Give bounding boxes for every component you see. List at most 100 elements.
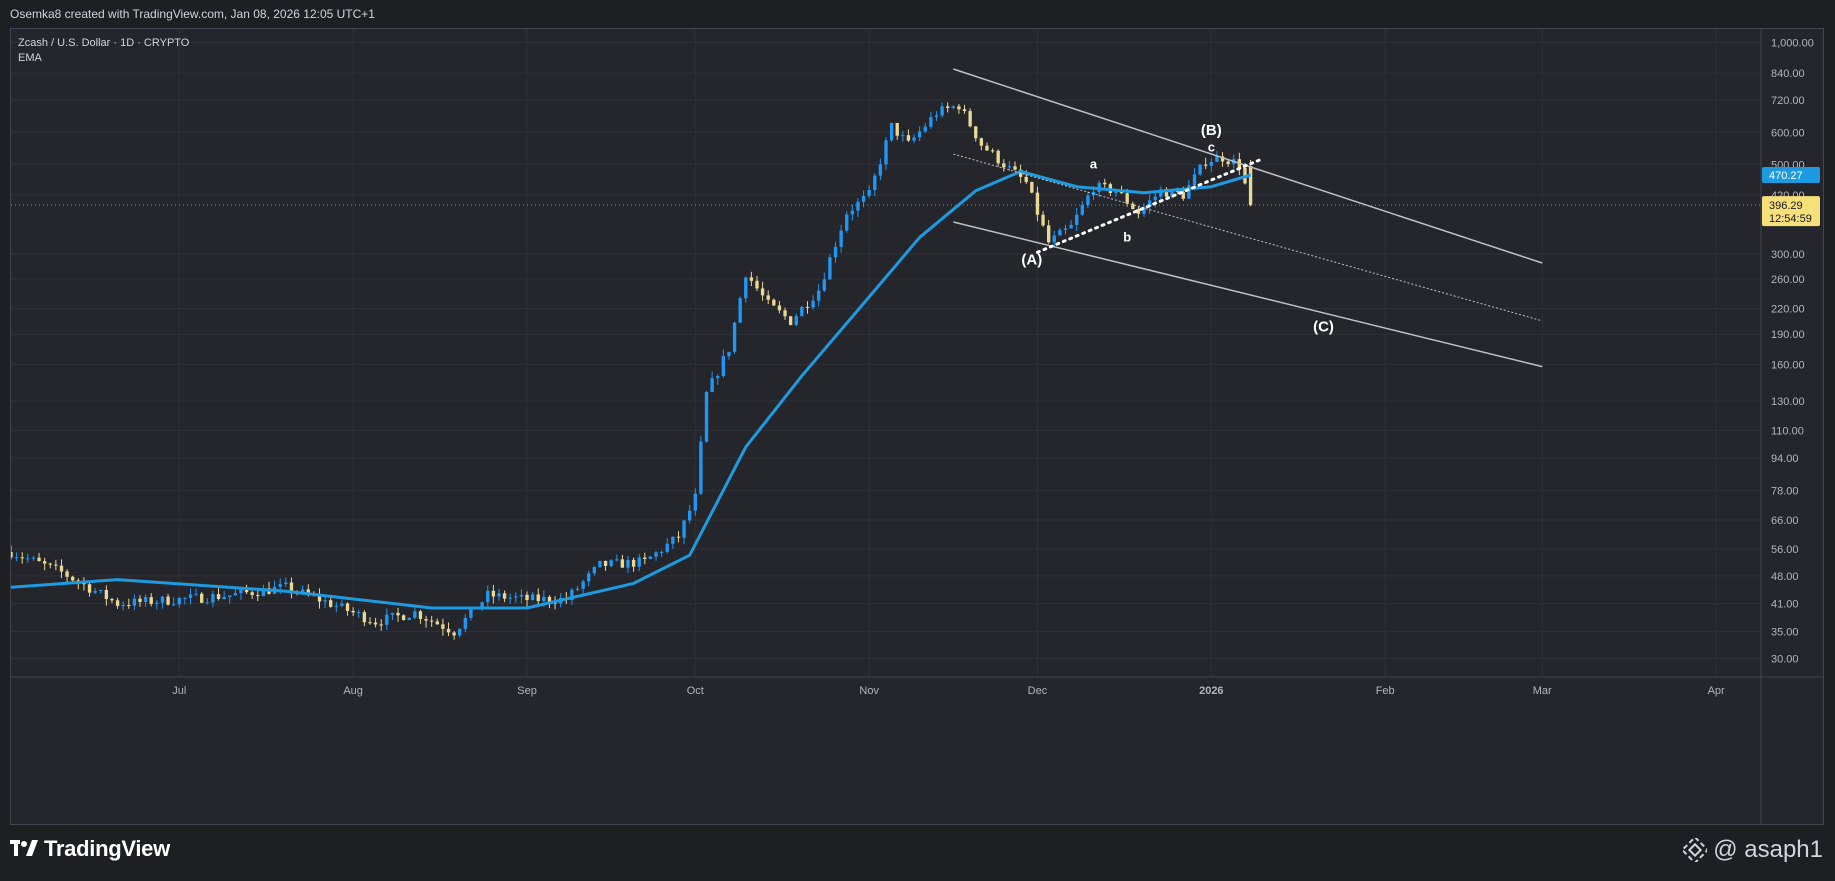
indicator-legend[interactable]: EMA — [18, 52, 42, 64]
y-tick-label: 41.00 — [1771, 599, 1799, 611]
author-name: @ asaph1 — [1713, 836, 1823, 863]
price-chart[interactable]: 1,000.00840.00720.00600.00500.00420.0030… — [11, 29, 1823, 824]
candle-body — [946, 106, 950, 108]
x-tick-label: Oct — [687, 685, 704, 697]
candle-body — [744, 277, 748, 299]
candle-body — [1170, 189, 1174, 197]
candle-body — [884, 140, 888, 165]
y-tick-label: 110.00 — [1771, 425, 1804, 437]
candle-body — [788, 316, 793, 325]
candle-body — [1204, 164, 1208, 166]
candle-body — [1187, 185, 1191, 199]
y-tick-label: 56.00 — [1771, 544, 1799, 556]
candle-body — [1226, 161, 1230, 165]
candle-body — [839, 230, 843, 247]
candle-body — [362, 612, 367, 623]
candle-body — [1030, 181, 1034, 193]
y-tick-label: 35.00 — [1771, 626, 1799, 638]
candle-body — [244, 589, 249, 593]
x-tick-label: Mar — [1533, 685, 1552, 697]
candle-body — [620, 559, 625, 568]
candle-body — [1192, 174, 1197, 186]
symbol-legend[interactable]: Zcash / U.S. Dollar · 1D · CRYPTO — [18, 37, 190, 49]
x-tick-label: Nov — [859, 685, 879, 697]
candle-body — [1046, 225, 1051, 243]
candle-body — [845, 214, 849, 231]
candle-body — [923, 126, 927, 132]
candle-body — [435, 621, 439, 625]
candle-body — [755, 280, 759, 289]
candle-body — [143, 597, 148, 602]
candle-body — [37, 557, 41, 562]
tradingview-logo[interactable]: TradingView — [10, 836, 170, 862]
candle-body — [940, 106, 944, 116]
candle-body — [418, 611, 423, 620]
candle-body — [536, 594, 540, 602]
candle-body — [171, 604, 176, 606]
candle-body — [491, 590, 496, 597]
candle-body — [581, 581, 585, 589]
candle-body — [166, 596, 170, 605]
candle-body — [1086, 195, 1090, 205]
candle-body — [665, 543, 669, 552]
candle-body — [463, 617, 468, 629]
candle-body — [671, 536, 675, 544]
candle-body — [306, 589, 310, 595]
dotted-trendline — [1035, 157, 1264, 254]
candle-body — [676, 536, 681, 538]
candle-body — [177, 597, 181, 605]
wave-label: c — [1208, 139, 1215, 154]
candle-body — [867, 190, 871, 196]
candle-body — [222, 597, 226, 599]
binance-icon — [1683, 838, 1708, 862]
candle-body — [379, 624, 383, 626]
candle-body — [1142, 207, 1146, 214]
candle-body — [800, 306, 804, 317]
y-tick-label: 30.00 — [1771, 653, 1799, 665]
candle-body — [682, 520, 686, 538]
y-tick-label: 160.00 — [1771, 359, 1805, 371]
candle-body — [407, 617, 411, 620]
candle-body — [340, 603, 344, 606]
candle-body — [727, 351, 731, 357]
current-price-label: 396.29 — [1769, 200, 1803, 212]
candle-body — [1035, 192, 1040, 215]
candle-body — [822, 279, 826, 291]
candle-body — [985, 145, 989, 151]
candle-body — [149, 597, 153, 604]
candle-body — [486, 590, 490, 603]
candle-body — [906, 135, 911, 141]
x-tick-label: Aug — [343, 685, 363, 697]
x-tick-label: Sep — [517, 685, 537, 697]
candle-body — [929, 117, 933, 127]
y-tick-label: 48.00 — [1771, 571, 1799, 583]
x-tick-label: Dec — [1028, 685, 1048, 697]
candle-body — [284, 582, 288, 585]
current-price-badge — [1762, 196, 1820, 227]
candle-body — [87, 584, 92, 593]
candle-body — [760, 288, 765, 296]
candle-body — [772, 299, 776, 306]
candle-body — [878, 164, 883, 176]
candle-body — [396, 612, 400, 616]
candle-body — [828, 257, 832, 280]
wave-label: (B) — [1201, 122, 1222, 139]
wave-label: (C) — [1313, 318, 1334, 335]
ema-price-label: 470.27 — [1769, 170, 1803, 182]
candle-body — [211, 594, 215, 603]
candle-body — [115, 600, 120, 606]
candle-body — [31, 557, 36, 559]
candle-body — [205, 602, 209, 604]
candle-body — [446, 628, 451, 633]
author-credit: @ asaph1 — [1683, 836, 1823, 864]
candle-body — [934, 115, 939, 118]
candle-body — [1131, 203, 1135, 209]
candle-body — [329, 600, 333, 607]
candle-body — [48, 563, 52, 565]
candle-body — [160, 596, 165, 603]
candle-body — [385, 614, 389, 625]
chart-pane[interactable]: 1,000.00 840.00 720.00 600.00 500.00 420.00 30… — [10, 28, 1824, 825]
candle-body — [480, 602, 484, 610]
candle-body — [979, 138, 984, 146]
y-tick-label: 130.00 — [1771, 396, 1805, 408]
